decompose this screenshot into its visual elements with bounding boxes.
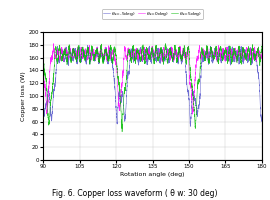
$\theta$s=5deg) [239,63,243,66]
X-axis label: Rotation angle (deg): Rotation angle (deg) [120,172,185,177]
$\theta$s=0deg) [260,51,264,54]
$\theta$s=-5deg) [260,120,264,122]
$\theta$s=-5deg) [239,45,243,48]
Y-axis label: Copper loss (W): Copper loss (W) [21,71,26,121]
$\theta$s=-5deg) [86,44,89,47]
$\theta$s=0deg) [260,51,264,53]
$\theta$s=5deg) [42,53,45,55]
$\theta$s=5deg) [174,50,177,52]
$\theta$s=0deg) [89,53,92,56]
$\theta$s=5deg) [164,42,167,45]
$\theta$s=-5deg) [189,125,192,128]
Legend: $\theta$s=-5deg), $\theta$s=0deg), $\theta$s=5deg): $\theta$s=-5deg), $\theta$s=0deg), $\the… [102,9,203,19]
Line: $\theta$s=5deg): $\theta$s=5deg) [43,44,262,132]
$\theta$s=0deg) [174,52,177,55]
$\theta$s=-5deg) [89,59,92,61]
$\theta$s=5deg) [120,131,124,133]
$\theta$s=-5deg) [178,50,181,52]
$\theta$s=-5deg) [260,117,264,119]
$\theta$s=0deg) [52,42,55,45]
$\theta$s=0deg) [42,67,45,69]
$\theta$s=5deg) [103,56,106,59]
$\theta$s=5deg) [178,47,181,49]
$\theta$s=5deg) [260,45,264,48]
$\theta$s=0deg) [178,52,181,54]
$\theta$s=-5deg) [42,104,45,106]
$\theta$s=5deg) [260,45,264,47]
Line: $\theta$s=-5deg): $\theta$s=-5deg) [43,45,262,126]
$\theta$s=0deg) [103,52,106,55]
Line: $\theta$s=0deg): $\theta$s=0deg) [43,44,262,114]
$\theta$s=-5deg) [174,51,177,53]
$\theta$s=0deg) [239,53,243,56]
Text: Fig. 6. Copper loss waveform ( θ w: 30 deg): Fig. 6. Copper loss waveform ( θ w: 30 d… [52,189,218,198]
$\theta$s=5deg) [89,60,92,62]
$\theta$s=0deg) [191,113,194,115]
$\theta$s=-5deg) [103,57,106,60]
